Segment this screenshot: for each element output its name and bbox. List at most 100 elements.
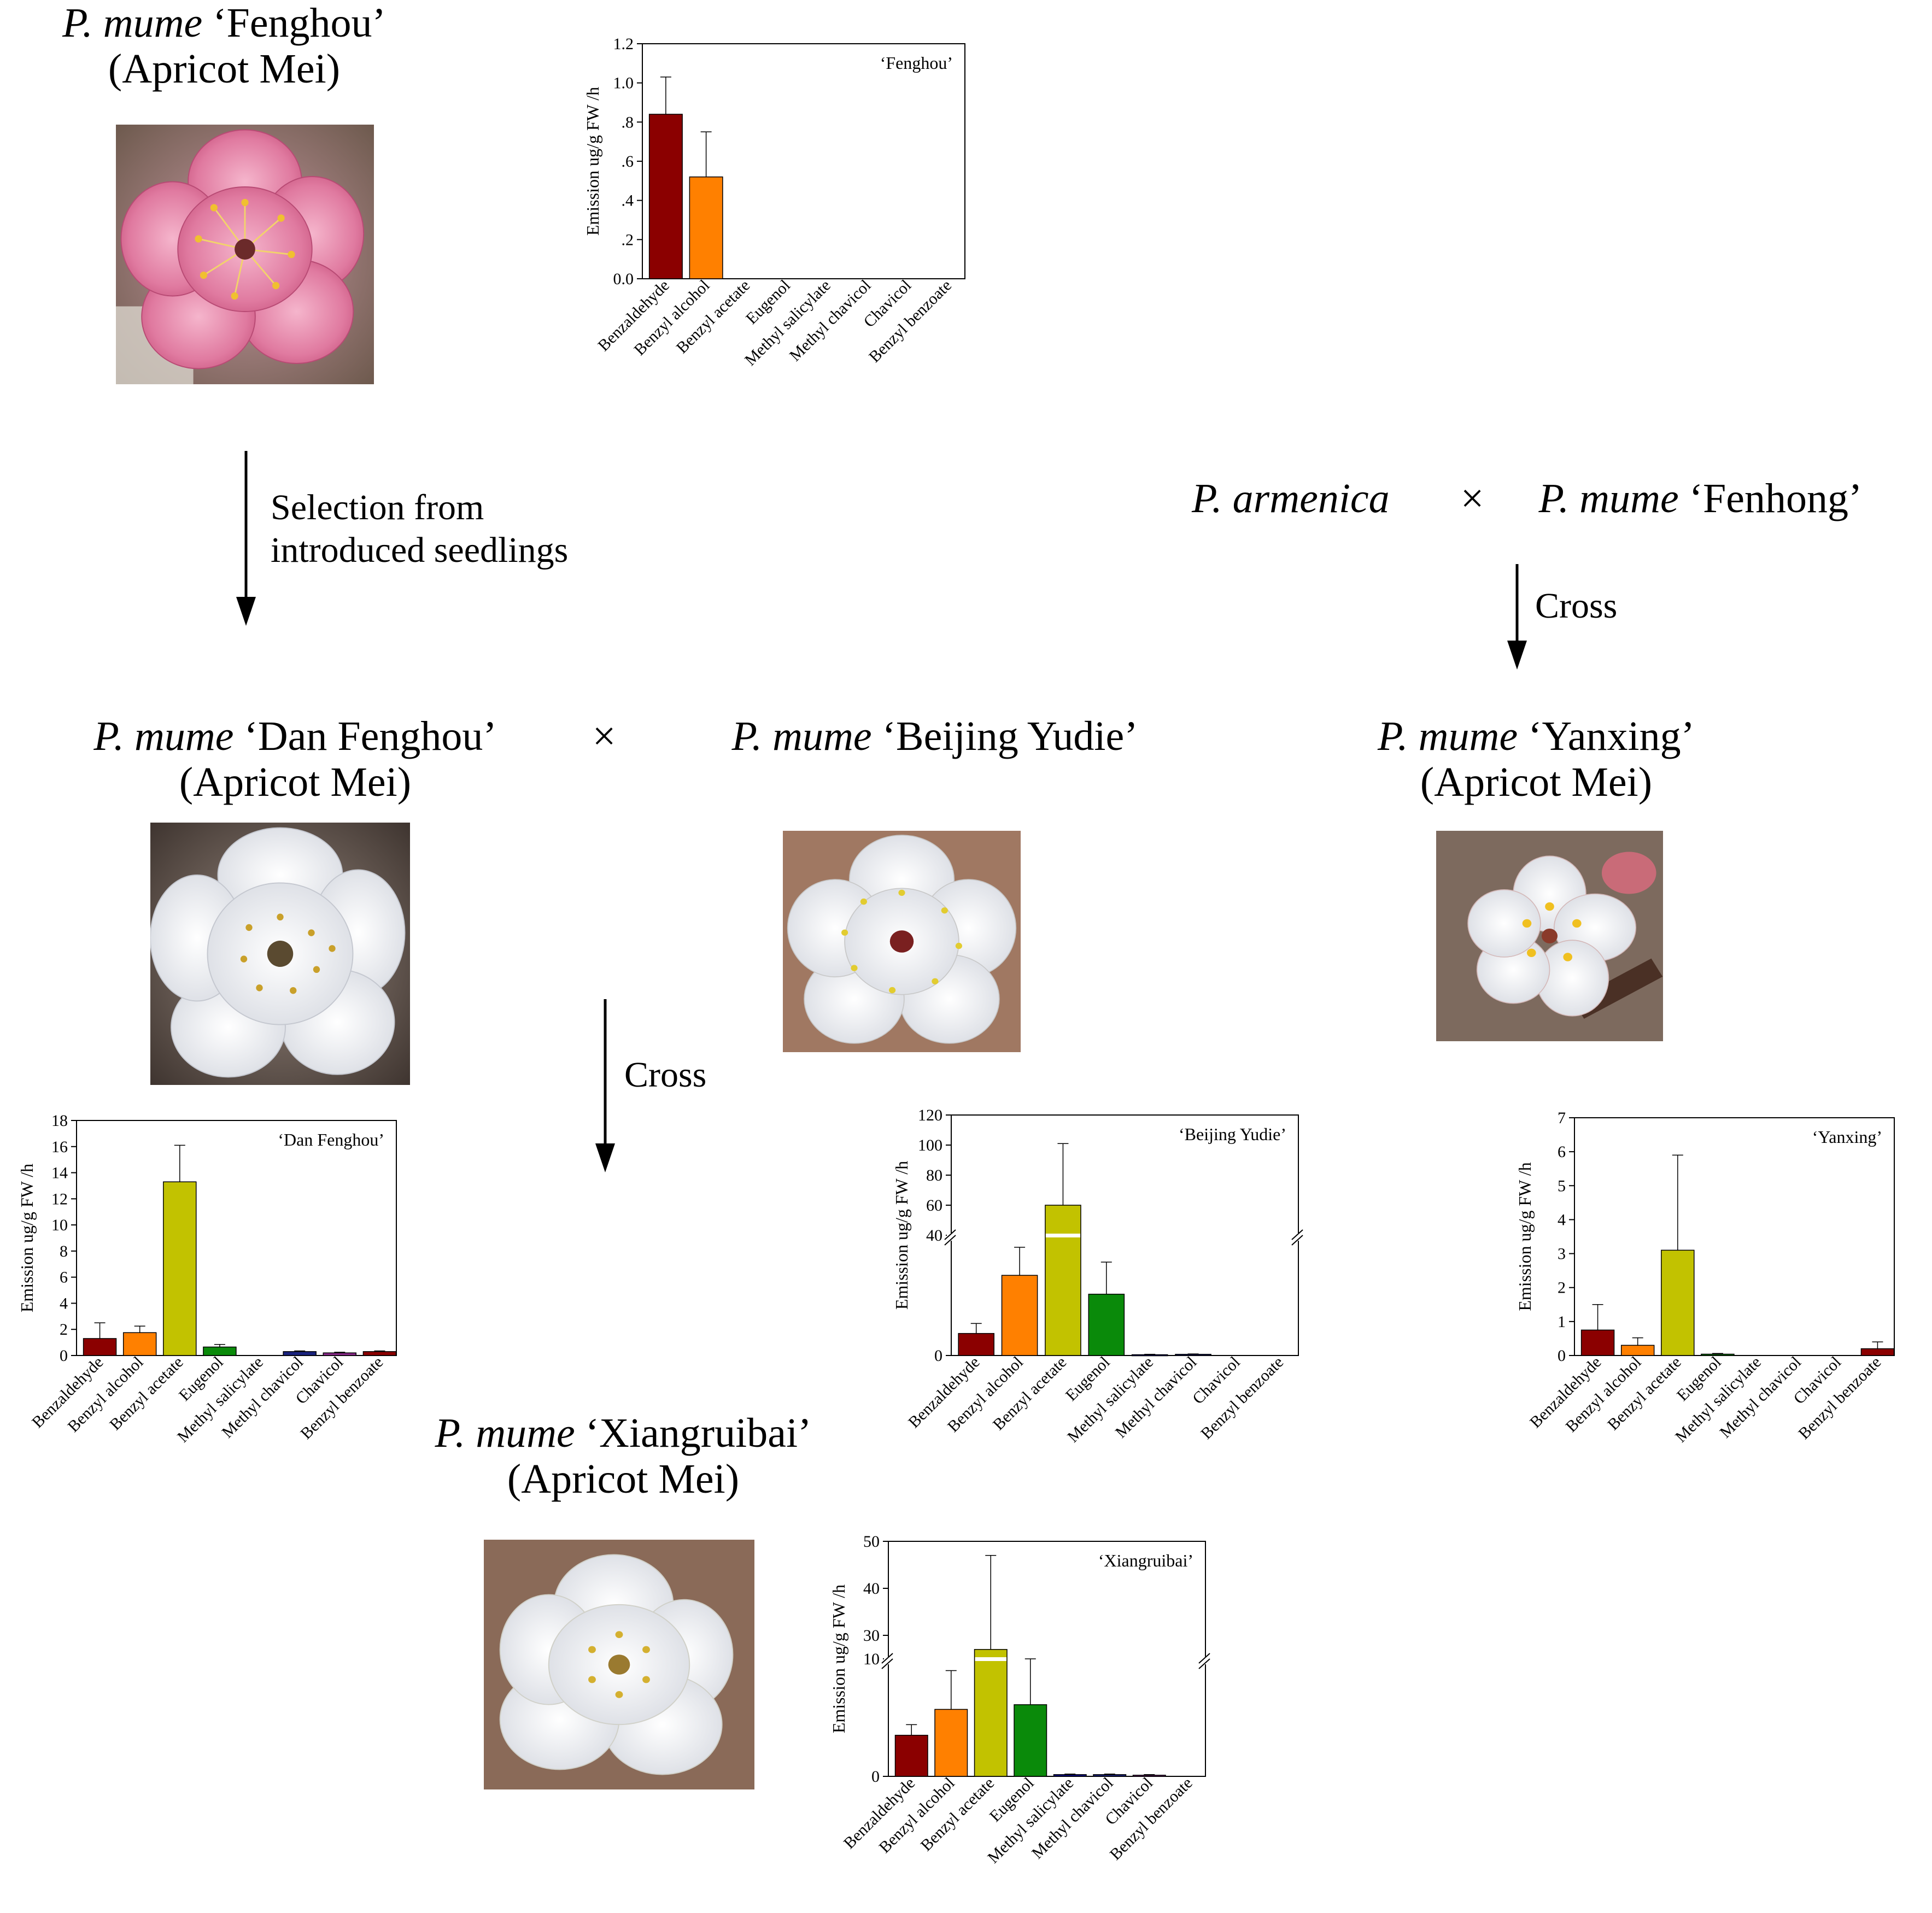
bar-methyl-chavicol bbox=[1093, 1774, 1127, 1777]
x-tick-label: Benzyl alcohol bbox=[944, 1353, 1027, 1436]
bar-methyl-salicylate bbox=[1131, 1354, 1168, 1357]
cultivar-name: ‘Xiangruibai’ bbox=[585, 1410, 812, 1456]
species-name: P. armenica bbox=[1192, 476, 1390, 521]
axis-break-mark bbox=[881, 1653, 893, 1664]
y-tick-label: 4 bbox=[1558, 1211, 1566, 1229]
bar-benzyl-alcohol bbox=[1001, 1275, 1038, 1356]
chart-title: ‘Dan Fenghou’ bbox=[278, 1130, 384, 1149]
y-tick-label: .4 bbox=[622, 192, 634, 210]
y-axis-label: Emission ug/g FW /h bbox=[1515, 1162, 1535, 1311]
species-name: P. mume bbox=[435, 1410, 575, 1456]
chart-title: ‘Xiangruibai’ bbox=[1098, 1551, 1193, 1570]
y-tick-label: 100 bbox=[918, 1136, 942, 1154]
y-tick-label: 2 bbox=[60, 1321, 68, 1339]
y-tick-label: 60 bbox=[926, 1196, 942, 1214]
cross-symbol: × bbox=[592, 713, 616, 759]
bar-benzaldehyde bbox=[1580, 1329, 1615, 1356]
cross-symbol: × bbox=[1460, 476, 1484, 521]
bar-benzyl-benzoate bbox=[1860, 1348, 1895, 1356]
y-tick-label: 12 bbox=[51, 1190, 68, 1208]
group-name: (Apricot Mei) bbox=[108, 46, 341, 92]
bar-chavicol bbox=[323, 1352, 357, 1356]
bar-benzyl-alcohol bbox=[934, 1709, 968, 1777]
bar-benzyl-alcohol bbox=[122, 1332, 157, 1356]
title-dan-fenghou: P. mume ‘Dan Fenghou’ (Apricot Mei) bbox=[49, 713, 541, 805]
bar-break-gap bbox=[1045, 1234, 1080, 1237]
title-fenghou: P. mume ‘Fenghou’ (Apricot Mei) bbox=[33, 0, 415, 92]
cultivar-name: ‘Dan Fenghou’ bbox=[244, 713, 497, 759]
chart-title: ‘Fenghou’ bbox=[880, 53, 953, 73]
title-armenica-cross: P. armenica × P. mume ‘Fenhong’ bbox=[1192, 476, 1932, 521]
y-tick-label: 1.2 bbox=[613, 35, 634, 53]
arrow-cross-center-label: Cross bbox=[624, 1054, 706, 1096]
y-axis-label: Emission ug/g FW /h bbox=[892, 1161, 911, 1310]
flower-photo-fenghou bbox=[116, 125, 374, 384]
y-axis-label: Emission ug/g FW /h bbox=[17, 1164, 37, 1312]
bar-benzyl-acetate bbox=[974, 1649, 1008, 1777]
y-tick-label: 18 bbox=[51, 1112, 68, 1130]
species-name: P. mume bbox=[62, 0, 203, 46]
bar-methyl-chavicol bbox=[283, 1351, 317, 1356]
bar-eugenol bbox=[1701, 1353, 1735, 1356]
white-flower-image bbox=[783, 831, 1021, 1052]
species-name: P. mume bbox=[731, 713, 872, 759]
arrow-cross-right-label: Cross bbox=[1535, 585, 1617, 627]
axis-break-mark bbox=[881, 1658, 893, 1669]
arrow-cross-center-head bbox=[595, 1143, 615, 1172]
axis-break-mark bbox=[1291, 1229, 1303, 1240]
flower-photo-beijing-yudie bbox=[783, 831, 1021, 1052]
axis-break-mark bbox=[944, 1229, 956, 1240]
y-tick-label: 10 bbox=[863, 1650, 880, 1668]
y-tick-label: .6 bbox=[622, 152, 634, 171]
y-tick-label: .2 bbox=[622, 231, 634, 249]
arrow-selection-label: Selection from introduced seedlings bbox=[271, 486, 568, 572]
y-tick-label: 40 bbox=[926, 1227, 942, 1245]
y-axis-label: Emission ug/g FW /h bbox=[829, 1585, 848, 1733]
bar-benzyl-acetate bbox=[163, 1181, 197, 1356]
y-tick-label: 1 bbox=[1558, 1313, 1566, 1331]
label-line: Selection from bbox=[271, 488, 484, 527]
group-name: (Apricot Mei) bbox=[179, 759, 412, 805]
label-line: Cross bbox=[624, 1055, 707, 1095]
y-tick-label: 80 bbox=[926, 1166, 942, 1184]
pink-flower-image bbox=[116, 125, 374, 384]
plot-frame bbox=[1574, 1117, 1895, 1356]
white-flower-image bbox=[1436, 831, 1663, 1041]
bar-benzyl-acetate bbox=[1661, 1249, 1695, 1356]
y-tick-label: 2 bbox=[1558, 1279, 1566, 1297]
axis-break-mark bbox=[944, 1235, 956, 1246]
y-tick-label: 120 bbox=[918, 1106, 942, 1124]
chart-title: ‘Yanxing’ bbox=[1812, 1127, 1882, 1147]
cross-symbol-center: × bbox=[588, 713, 620, 759]
bar-eugenol bbox=[1014, 1704, 1047, 1777]
y-tick-label: 3 bbox=[1558, 1245, 1566, 1263]
bar-eugenol bbox=[1088, 1294, 1125, 1356]
bar-benzaldehyde bbox=[894, 1735, 928, 1777]
cultivar-name: ‘Yanxing’ bbox=[1528, 713, 1695, 759]
bar-benzaldehyde bbox=[958, 1333, 994, 1356]
plot-frame bbox=[76, 1120, 397, 1356]
species-name: P. mume bbox=[1378, 713, 1518, 759]
y-tick-label: 0 bbox=[1558, 1347, 1566, 1365]
white-flower-image bbox=[484, 1540, 754, 1789]
title-beijing-yudie: P. mume ‘Beijing Yudie’ bbox=[683, 713, 1186, 759]
y-tick-label: 5 bbox=[1558, 1177, 1566, 1195]
species-name: P. mume bbox=[93, 713, 234, 759]
bar-benzyl-alcohol bbox=[689, 176, 723, 279]
bar-benzyl-alcohol bbox=[1620, 1345, 1655, 1356]
bar-benzaldehyde bbox=[83, 1338, 117, 1356]
bar-benzyl-benzoate bbox=[362, 1351, 397, 1356]
cultivar-name: ‘Fenghou’ bbox=[213, 0, 386, 46]
label-line: introduced seedlings bbox=[271, 530, 569, 570]
y-tick-label: 8 bbox=[60, 1242, 68, 1260]
y-tick-label: .8 bbox=[622, 113, 634, 131]
flower-photo-dan-fenghou bbox=[150, 823, 410, 1085]
cultivar-name: ‘Fenhong’ bbox=[1689, 476, 1863, 521]
bar-chavicol bbox=[1132, 1775, 1166, 1777]
y-tick-label: 1.0 bbox=[613, 74, 634, 92]
